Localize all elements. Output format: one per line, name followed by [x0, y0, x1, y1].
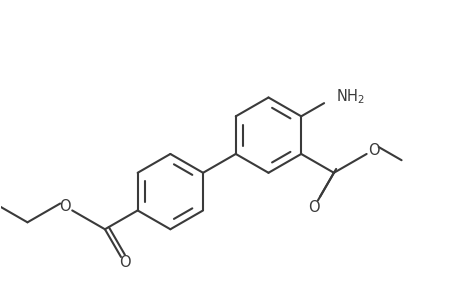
Text: O: O	[118, 256, 130, 271]
Text: O: O	[308, 200, 319, 215]
Text: NH$_2$: NH$_2$	[336, 87, 364, 106]
Text: O: O	[367, 142, 379, 158]
Text: O: O	[59, 199, 71, 214]
